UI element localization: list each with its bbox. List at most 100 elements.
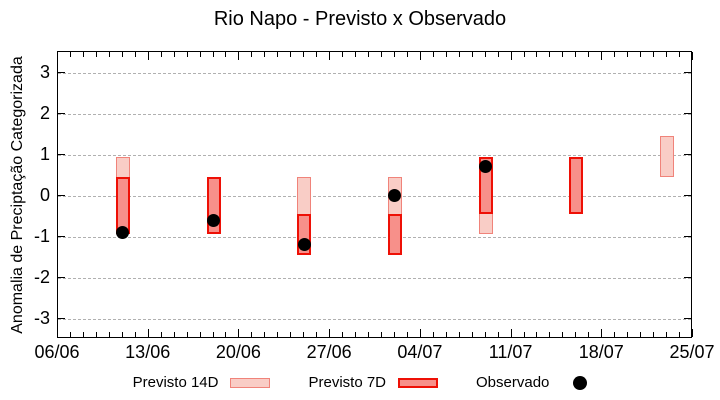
x-tick-major <box>601 52 603 60</box>
x-tick-minor <box>549 52 551 57</box>
x-tick-label: 06/06 <box>34 342 80 362</box>
x-tick-minor <box>627 332 629 337</box>
x-tick-major <box>510 329 512 337</box>
y-tick-label: -2 <box>33 266 50 287</box>
x-tick-minor <box>303 52 305 57</box>
x-tick-minor <box>562 332 564 337</box>
x-tick-minor <box>666 52 668 57</box>
x-tick-minor <box>432 332 434 337</box>
y-tick <box>684 317 691 319</box>
observed-point <box>388 189 402 202</box>
x-tick-minor <box>380 332 382 337</box>
x-tick-label: 27/06 <box>306 342 352 362</box>
x-tick-minor <box>471 332 473 337</box>
y-tick <box>684 153 691 155</box>
x-tick-minor <box>173 332 175 337</box>
x-tick-minor <box>212 332 214 337</box>
gridline <box>58 154 691 156</box>
x-tick-minor <box>251 332 253 337</box>
x-tick-minor <box>393 52 395 57</box>
x-tick-minor <box>575 332 577 337</box>
x-tick-minor <box>199 52 201 57</box>
x-tick-minor <box>69 52 71 57</box>
gridline <box>58 277 691 279</box>
x-tick-minor <box>588 52 590 57</box>
x-tick-minor <box>614 52 616 57</box>
x-tick-minor <box>471 52 473 57</box>
x-tick-label: 20/06 <box>215 342 261 362</box>
bar-previsto-7d <box>387 213 402 255</box>
x-tick-minor <box>640 52 642 57</box>
x-tick-minor <box>562 52 564 57</box>
y-tick <box>684 276 691 278</box>
x-tick-minor <box>368 52 370 57</box>
x-tick-minor <box>186 52 188 57</box>
x-tick-major <box>57 52 58 60</box>
x-tick-minor <box>355 332 357 337</box>
x-tick-minor <box>290 332 292 337</box>
gridline <box>58 113 691 115</box>
x-tick-minor <box>380 52 382 57</box>
x-tick-minor <box>108 52 110 57</box>
x-tick-minor <box>225 332 227 337</box>
y-tick-label: -1 <box>33 225 50 246</box>
y-tick <box>58 235 65 237</box>
bar-previsto-14d <box>660 136 675 178</box>
y-tick <box>684 71 691 73</box>
plot-area <box>57 51 693 338</box>
x-tick-minor <box>666 332 668 337</box>
x-tick-minor <box>640 332 642 337</box>
y-tick-label: 1 <box>39 143 50 164</box>
x-tick-minor <box>212 52 214 57</box>
x-tick-minor <box>588 332 590 337</box>
x-tick-label: 18/07 <box>578 342 624 362</box>
x-tick-minor <box>445 52 447 57</box>
x-tick-minor <box>445 332 447 337</box>
x-tick-minor <box>173 52 175 57</box>
gridline <box>58 318 691 320</box>
x-tick-minor <box>355 52 357 57</box>
x-tick-minor <box>653 332 655 337</box>
x-tick-major <box>329 329 331 337</box>
x-tick-minor <box>342 52 344 57</box>
chart-title: Rio Napo - Previsto x Observado <box>213 8 507 30</box>
x-tick-minor <box>160 52 162 57</box>
x-tick-label: 25/07 <box>669 342 715 362</box>
x-tick-minor <box>458 332 460 337</box>
x-tick-minor <box>316 332 318 337</box>
y-tick <box>58 153 65 155</box>
y-tick <box>58 71 65 73</box>
x-tick-minor <box>536 332 538 337</box>
x-tick-minor <box>523 52 525 57</box>
y-tick <box>58 112 65 114</box>
y-tick-label: 2 <box>39 102 50 123</box>
x-tick-minor <box>121 332 123 337</box>
observed-point <box>297 238 311 252</box>
x-tick-major <box>601 329 603 337</box>
legend-swatch-previsto-14d-icon <box>230 377 271 388</box>
x-tick-minor <box>406 52 408 57</box>
x-tick-label: 04/07 <box>397 342 443 362</box>
x-tick-minor <box>277 332 279 337</box>
y-tick <box>684 235 691 237</box>
x-tick-minor <box>484 332 486 337</box>
x-tick-major <box>147 329 149 337</box>
bar-previsto-7d <box>569 156 584 214</box>
x-tick-minor <box>69 332 71 337</box>
x-tick-minor <box>549 332 551 337</box>
x-tick-minor <box>290 52 292 57</box>
observed-point <box>479 160 493 174</box>
x-tick-minor <box>432 52 434 57</box>
y-tick <box>58 317 65 319</box>
x-tick-minor <box>264 52 266 57</box>
x-tick-minor <box>95 332 97 337</box>
x-tick-minor <box>303 332 305 337</box>
x-tick-minor <box>186 332 188 337</box>
legend-marker-observado-icon <box>573 375 588 390</box>
x-tick-major <box>692 329 693 337</box>
y-tick-label: 0 <box>39 184 50 205</box>
x-tick-minor <box>393 332 395 337</box>
y-tick-label: 3 <box>39 61 50 82</box>
x-tick-minor <box>82 52 84 57</box>
